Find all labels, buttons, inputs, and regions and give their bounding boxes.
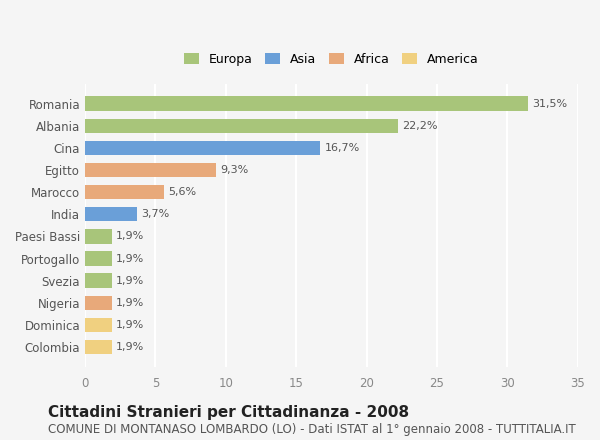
Bar <box>85 119 398 133</box>
Text: 1,9%: 1,9% <box>116 342 145 352</box>
Text: 22,2%: 22,2% <box>402 121 437 131</box>
Legend: Europa, Asia, Africa, America: Europa, Asia, Africa, America <box>184 53 479 66</box>
Text: 9,3%: 9,3% <box>220 165 248 175</box>
Bar <box>85 296 112 310</box>
Text: 1,9%: 1,9% <box>116 231 145 242</box>
Bar <box>85 273 112 288</box>
Text: 1,9%: 1,9% <box>116 275 145 286</box>
Bar <box>85 229 112 244</box>
Text: COMUNE DI MONTANASO LOMBARDO (LO) - Dati ISTAT al 1° gennaio 2008 - TUTTITALIA.I: COMUNE DI MONTANASO LOMBARDO (LO) - Dati… <box>48 422 576 436</box>
Text: 1,9%: 1,9% <box>116 253 145 264</box>
Text: 16,7%: 16,7% <box>325 143 359 153</box>
Bar <box>85 340 112 354</box>
Bar <box>85 251 112 266</box>
Text: 31,5%: 31,5% <box>533 99 568 109</box>
Bar <box>85 163 216 177</box>
Text: 3,7%: 3,7% <box>142 209 170 219</box>
Text: 1,9%: 1,9% <box>116 320 145 330</box>
Bar <box>85 141 320 155</box>
Text: 1,9%: 1,9% <box>116 298 145 308</box>
Bar <box>85 318 112 332</box>
Text: 5,6%: 5,6% <box>168 187 196 197</box>
Text: Cittadini Stranieri per Cittadinanza - 2008: Cittadini Stranieri per Cittadinanza - 2… <box>48 405 409 420</box>
Bar <box>85 185 164 199</box>
Bar <box>85 96 529 111</box>
Bar <box>85 207 137 221</box>
